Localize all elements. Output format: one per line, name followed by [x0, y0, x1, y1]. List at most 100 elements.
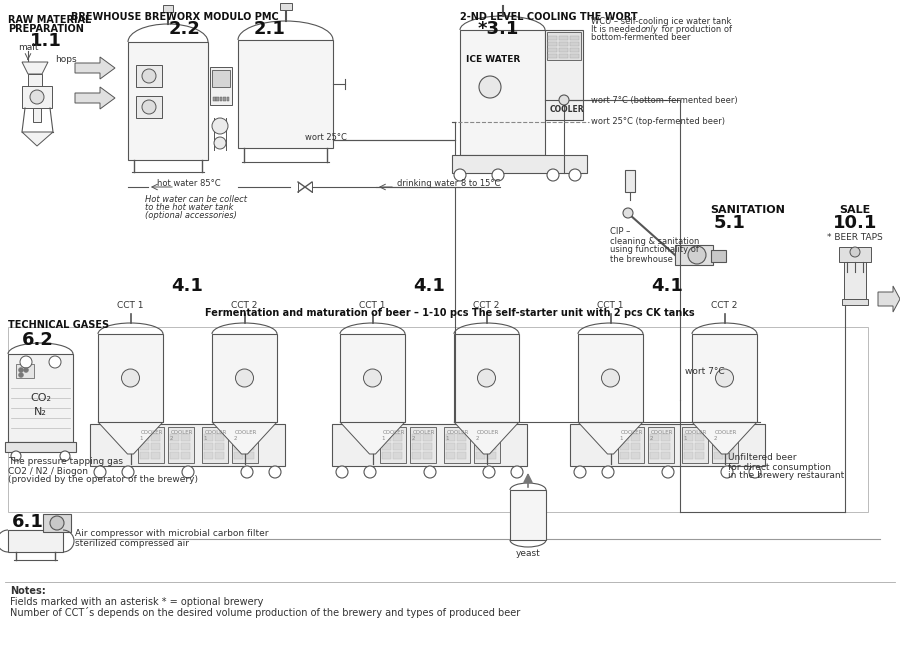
Text: 4.1: 4.1 — [652, 277, 683, 295]
Text: CO2 / N2 / Biogon: CO2 / N2 / Biogon — [8, 466, 88, 476]
Text: COOLER: COOLER — [550, 105, 585, 115]
Circle shape — [479, 76, 501, 98]
Text: only: only — [641, 25, 659, 34]
Text: * BEER TAPS: * BEER TAPS — [827, 232, 883, 241]
Bar — [559, 54, 568, 58]
Bar — [138, 427, 164, 463]
Bar — [234, 452, 243, 459]
Bar — [181, 434, 190, 441]
Text: Number of CCT´s depends on the desired volume production of the brewery and type: Number of CCT´s depends on the desired v… — [10, 608, 520, 618]
Bar — [548, 48, 557, 52]
Text: COOLER: COOLER — [685, 429, 707, 435]
Text: 1: 1 — [446, 436, 449, 440]
Bar — [446, 443, 455, 450]
Polygon shape — [878, 286, 900, 312]
Bar — [140, 443, 149, 450]
Text: hot water 85°C: hot water 85°C — [157, 180, 220, 188]
Text: TECHNICAL GASES: TECHNICAL GASES — [8, 320, 109, 330]
Text: 6.2: 6.2 — [22, 331, 54, 349]
Bar — [725, 443, 734, 450]
Bar — [476, 452, 485, 459]
Text: 1: 1 — [382, 436, 385, 440]
Circle shape — [454, 169, 466, 181]
Text: malt: malt — [18, 42, 38, 52]
Bar — [170, 452, 179, 459]
Bar — [648, 427, 674, 463]
Text: 5.1: 5.1 — [714, 214, 746, 232]
Text: 1.1: 1.1 — [30, 32, 62, 50]
Text: RAW MATERIAL: RAW MATERIAL — [8, 15, 91, 25]
Text: ICE WATER: ICE WATER — [466, 56, 520, 64]
Text: COOLER: COOLER — [383, 429, 405, 435]
Circle shape — [364, 369, 382, 387]
Bar — [457, 452, 466, 459]
Text: (optional accessories): (optional accessories) — [145, 212, 237, 220]
Circle shape — [623, 208, 633, 218]
Polygon shape — [75, 57, 115, 79]
Bar — [340, 334, 405, 422]
Circle shape — [182, 466, 194, 478]
Circle shape — [364, 466, 376, 478]
Bar — [631, 443, 640, 450]
Text: 2.2: 2.2 — [169, 20, 201, 38]
Bar — [382, 452, 391, 459]
Circle shape — [559, 95, 569, 105]
Bar — [140, 452, 149, 459]
Bar — [181, 452, 190, 459]
Circle shape — [749, 466, 761, 478]
Bar — [170, 443, 179, 450]
Circle shape — [11, 451, 21, 461]
Text: COOLER: COOLER — [621, 429, 644, 435]
Text: 1: 1 — [683, 436, 687, 440]
Bar — [136, 65, 162, 87]
Bar — [618, 427, 644, 463]
Bar — [570, 54, 579, 58]
Circle shape — [142, 100, 156, 114]
Circle shape — [716, 369, 733, 387]
Bar — [714, 443, 723, 450]
Text: 1: 1 — [140, 436, 143, 440]
Bar — [234, 434, 243, 441]
Text: to the hot water tank: to the hot water tank — [145, 204, 233, 212]
Bar — [842, 299, 868, 305]
Bar — [620, 443, 629, 450]
Text: 1: 1 — [619, 436, 623, 440]
Circle shape — [23, 368, 29, 373]
Circle shape — [50, 516, 64, 530]
Bar — [168, 427, 194, 463]
Bar — [695, 434, 704, 441]
Text: wort 7°C (bottom–fermented beer): wort 7°C (bottom–fermented beer) — [591, 96, 738, 105]
Text: wort 25°C: wort 25°C — [305, 133, 346, 141]
Bar — [380, 427, 406, 463]
Text: 6.1: 6.1 — [12, 513, 44, 531]
Text: sterilized compressed air: sterilized compressed air — [75, 539, 189, 549]
Polygon shape — [22, 62, 48, 74]
Circle shape — [850, 247, 860, 257]
Bar — [412, 452, 421, 459]
Text: 2: 2 — [475, 436, 479, 440]
Bar — [682, 427, 708, 463]
Polygon shape — [578, 422, 643, 454]
Bar — [128, 42, 208, 160]
Bar — [661, 434, 670, 441]
Bar — [712, 427, 738, 463]
Polygon shape — [75, 87, 115, 109]
Bar — [725, 452, 734, 459]
Bar — [620, 452, 629, 459]
Text: drinking water 8 to 15°C: drinking water 8 to 15°C — [397, 180, 500, 188]
Text: CCT 2: CCT 2 — [231, 302, 257, 310]
Text: The pressure tapping gas: The pressure tapping gas — [8, 458, 123, 466]
Bar — [8, 530, 63, 552]
Bar — [457, 434, 466, 441]
Bar — [711, 250, 726, 262]
Bar — [227, 97, 230, 101]
Circle shape — [662, 466, 674, 478]
Bar — [181, 443, 190, 450]
Bar — [393, 452, 402, 459]
Bar — [661, 443, 670, 450]
Bar — [215, 452, 224, 459]
Bar — [382, 434, 391, 441]
Bar — [684, 443, 693, 450]
Bar — [410, 427, 436, 463]
Polygon shape — [454, 422, 519, 454]
